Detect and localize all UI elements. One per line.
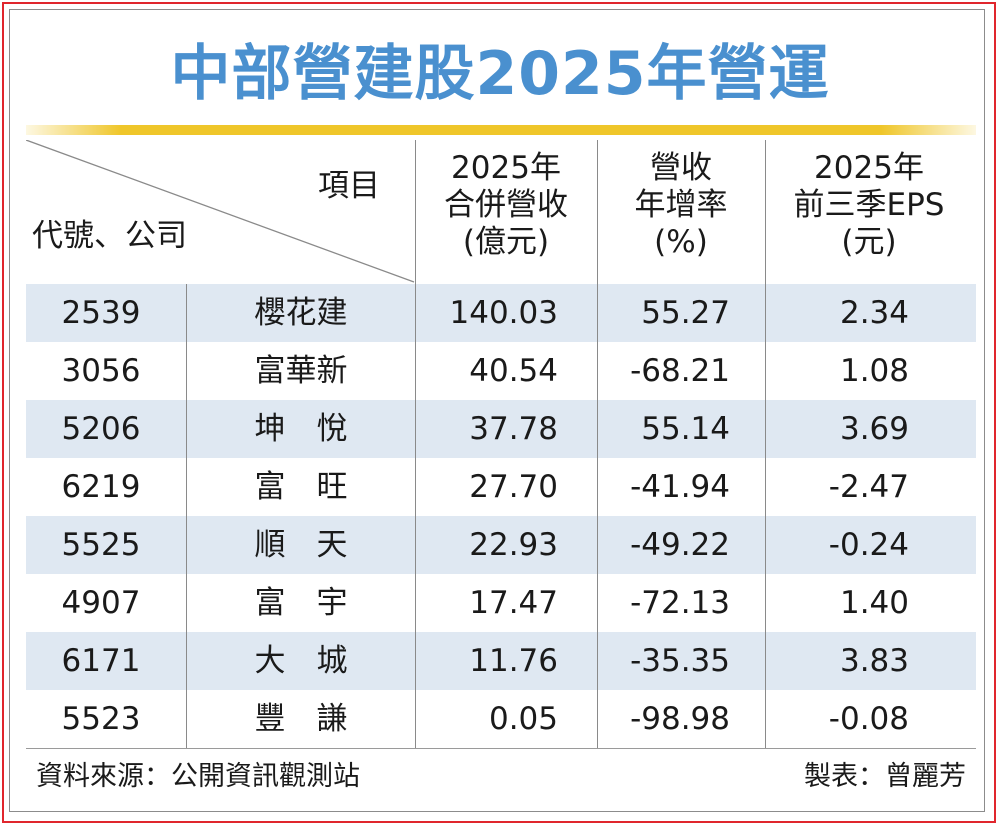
cell-growth: -41.94 (630, 469, 730, 505)
cell-company: 豐 謙 (254, 701, 348, 737)
table-row: 4907 富 宇 17.47 -72.13 1.40 (26, 574, 976, 632)
cell-code: 4907 (61, 585, 141, 621)
inner-frame (9, 9, 985, 812)
title-underline (26, 125, 976, 135)
cell-eps: 3.69 (839, 411, 909, 447)
header-corner-bottom: 代號、公司 (32, 218, 187, 254)
header-growth-line2: 年增率 (634, 187, 728, 223)
cell-code: 6171 (61, 643, 141, 679)
cell-revenue: 37.78 (469, 411, 558, 447)
footer-source: 資料來源：公開資訊觀測站 (36, 761, 360, 792)
cell-code: 6219 (61, 469, 141, 505)
cell-growth: 55.14 (641, 411, 730, 447)
col-divider-revenue (597, 140, 598, 748)
cell-code: 2539 (61, 295, 141, 331)
chart-title: 中部營建股2025年營運 (170, 39, 830, 109)
cell-eps: -0.08 (828, 701, 909, 737)
cell-eps: -2.47 (828, 469, 909, 505)
table-row: 5206 坤 悅 37.78 55.14 3.69 (26, 400, 976, 458)
cell-revenue: 11.76 (469, 643, 558, 679)
cell-code: 3056 (61, 353, 141, 389)
table-row: 6219 富 旺 27.70 -41.94 -2.47 (26, 458, 976, 516)
cell-growth: -35.35 (630, 643, 730, 679)
header-revenue-line3: (億元) (462, 224, 550, 260)
cell-eps: -0.24 (828, 527, 909, 563)
cell-company: 富華新 (254, 353, 348, 389)
header-eps: 2025年 前三季EPS (元) (766, 150, 972, 261)
col-divider-name (415, 140, 416, 748)
cell-code: 5523 (61, 701, 141, 737)
cell-code: 5525 (61, 527, 141, 563)
col-divider-growth (765, 140, 766, 748)
cell-growth: 55.27 (641, 295, 730, 331)
cell-growth: -49.22 (630, 527, 730, 563)
table-row: 2539 櫻花建 140.03 55.27 2.34 (26, 284, 976, 342)
cell-revenue: 0.05 (488, 701, 558, 737)
header-growth-line3: (%) (654, 224, 708, 260)
table-row: 3056 富華新 40.54 -68.21 1.08 (26, 342, 976, 400)
cell-eps: 1.40 (839, 585, 909, 621)
cell-company: 坤 悅 (254, 411, 348, 447)
cell-company: 富 宇 (254, 585, 348, 621)
cell-growth: -98.98 (630, 701, 730, 737)
cell-company: 順 天 (254, 527, 348, 563)
cell-eps: 2.34 (839, 295, 909, 331)
header-eps-line1: 2025年 (814, 150, 924, 186)
cell-revenue: 140.03 (449, 295, 558, 331)
cell-growth: -72.13 (630, 585, 730, 621)
header-corner-top: 項目 (318, 168, 380, 204)
cell-code: 5206 (61, 411, 141, 447)
header-eps-line2: 前三季EPS (793, 187, 945, 223)
cell-company: 櫻花建 (254, 295, 348, 331)
header-diagonal (26, 140, 415, 283)
col-divider-code (186, 284, 187, 748)
cell-revenue: 40.54 (469, 353, 558, 389)
cell-revenue: 22.93 (469, 527, 558, 563)
table-row: 5523 豐 謙 0.05 -98.98 -0.08 (26, 690, 976, 748)
header-revenue-line2: 合併營收 (444, 187, 568, 223)
table-row: 6171 大 城 11.76 -35.35 3.83 (26, 632, 976, 690)
table-row: 5525 順 天 22.93 -49.22 -0.24 (26, 516, 976, 574)
header-revenue: 2025年 合併營收 (億元) (416, 150, 596, 261)
cell-growth: -68.21 (630, 353, 730, 389)
header-revenue-line1: 2025年 (451, 150, 561, 186)
footer-author: 製表：曾麗芳 (804, 761, 966, 792)
header-growth: 營收 年增率 (%) (598, 150, 764, 261)
cell-eps: 1.08 (839, 353, 909, 389)
cell-eps: 3.83 (839, 643, 909, 679)
cell-revenue: 27.70 (469, 469, 558, 505)
footer-divider (26, 748, 976, 749)
header-growth-line1: 營收 (650, 150, 712, 186)
header-eps-line3: (元) (841, 224, 897, 260)
cell-company: 富 旺 (254, 469, 348, 505)
cell-company: 大 城 (254, 643, 348, 679)
cell-revenue: 17.47 (469, 585, 558, 621)
